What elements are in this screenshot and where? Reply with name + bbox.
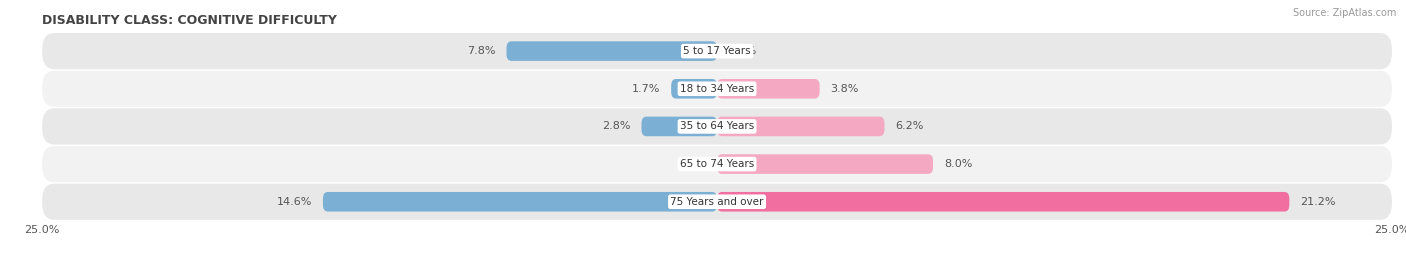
Text: 18 to 34 Years: 18 to 34 Years (681, 84, 754, 94)
Text: Source: ZipAtlas.com: Source: ZipAtlas.com (1292, 8, 1396, 18)
Text: 65 to 74 Years: 65 to 74 Years (681, 159, 754, 169)
FancyBboxPatch shape (323, 192, 717, 211)
Text: 0.0%: 0.0% (678, 159, 706, 169)
Text: 2.8%: 2.8% (602, 121, 631, 132)
FancyBboxPatch shape (42, 108, 1392, 144)
FancyBboxPatch shape (717, 79, 820, 98)
Text: 1.7%: 1.7% (631, 84, 661, 94)
Text: DISABILITY CLASS: COGNITIVE DIFFICULTY: DISABILITY CLASS: COGNITIVE DIFFICULTY (42, 14, 337, 27)
Text: 14.6%: 14.6% (277, 197, 312, 207)
FancyBboxPatch shape (717, 117, 884, 136)
FancyBboxPatch shape (506, 41, 717, 61)
Text: 75 Years and over: 75 Years and over (671, 197, 763, 207)
FancyBboxPatch shape (717, 192, 1289, 211)
FancyBboxPatch shape (42, 146, 1392, 182)
FancyBboxPatch shape (42, 71, 1392, 107)
Text: 21.2%: 21.2% (1301, 197, 1336, 207)
FancyBboxPatch shape (671, 79, 717, 98)
Text: 35 to 64 Years: 35 to 64 Years (681, 121, 754, 132)
FancyBboxPatch shape (641, 117, 717, 136)
Text: 0.0%: 0.0% (728, 46, 756, 56)
Text: 3.8%: 3.8% (831, 84, 859, 94)
Text: 8.0%: 8.0% (943, 159, 972, 169)
FancyBboxPatch shape (42, 33, 1392, 69)
FancyBboxPatch shape (42, 184, 1392, 220)
Text: 6.2%: 6.2% (896, 121, 924, 132)
Text: 7.8%: 7.8% (467, 46, 496, 56)
Text: 5 to 17 Years: 5 to 17 Years (683, 46, 751, 56)
FancyBboxPatch shape (717, 154, 934, 174)
